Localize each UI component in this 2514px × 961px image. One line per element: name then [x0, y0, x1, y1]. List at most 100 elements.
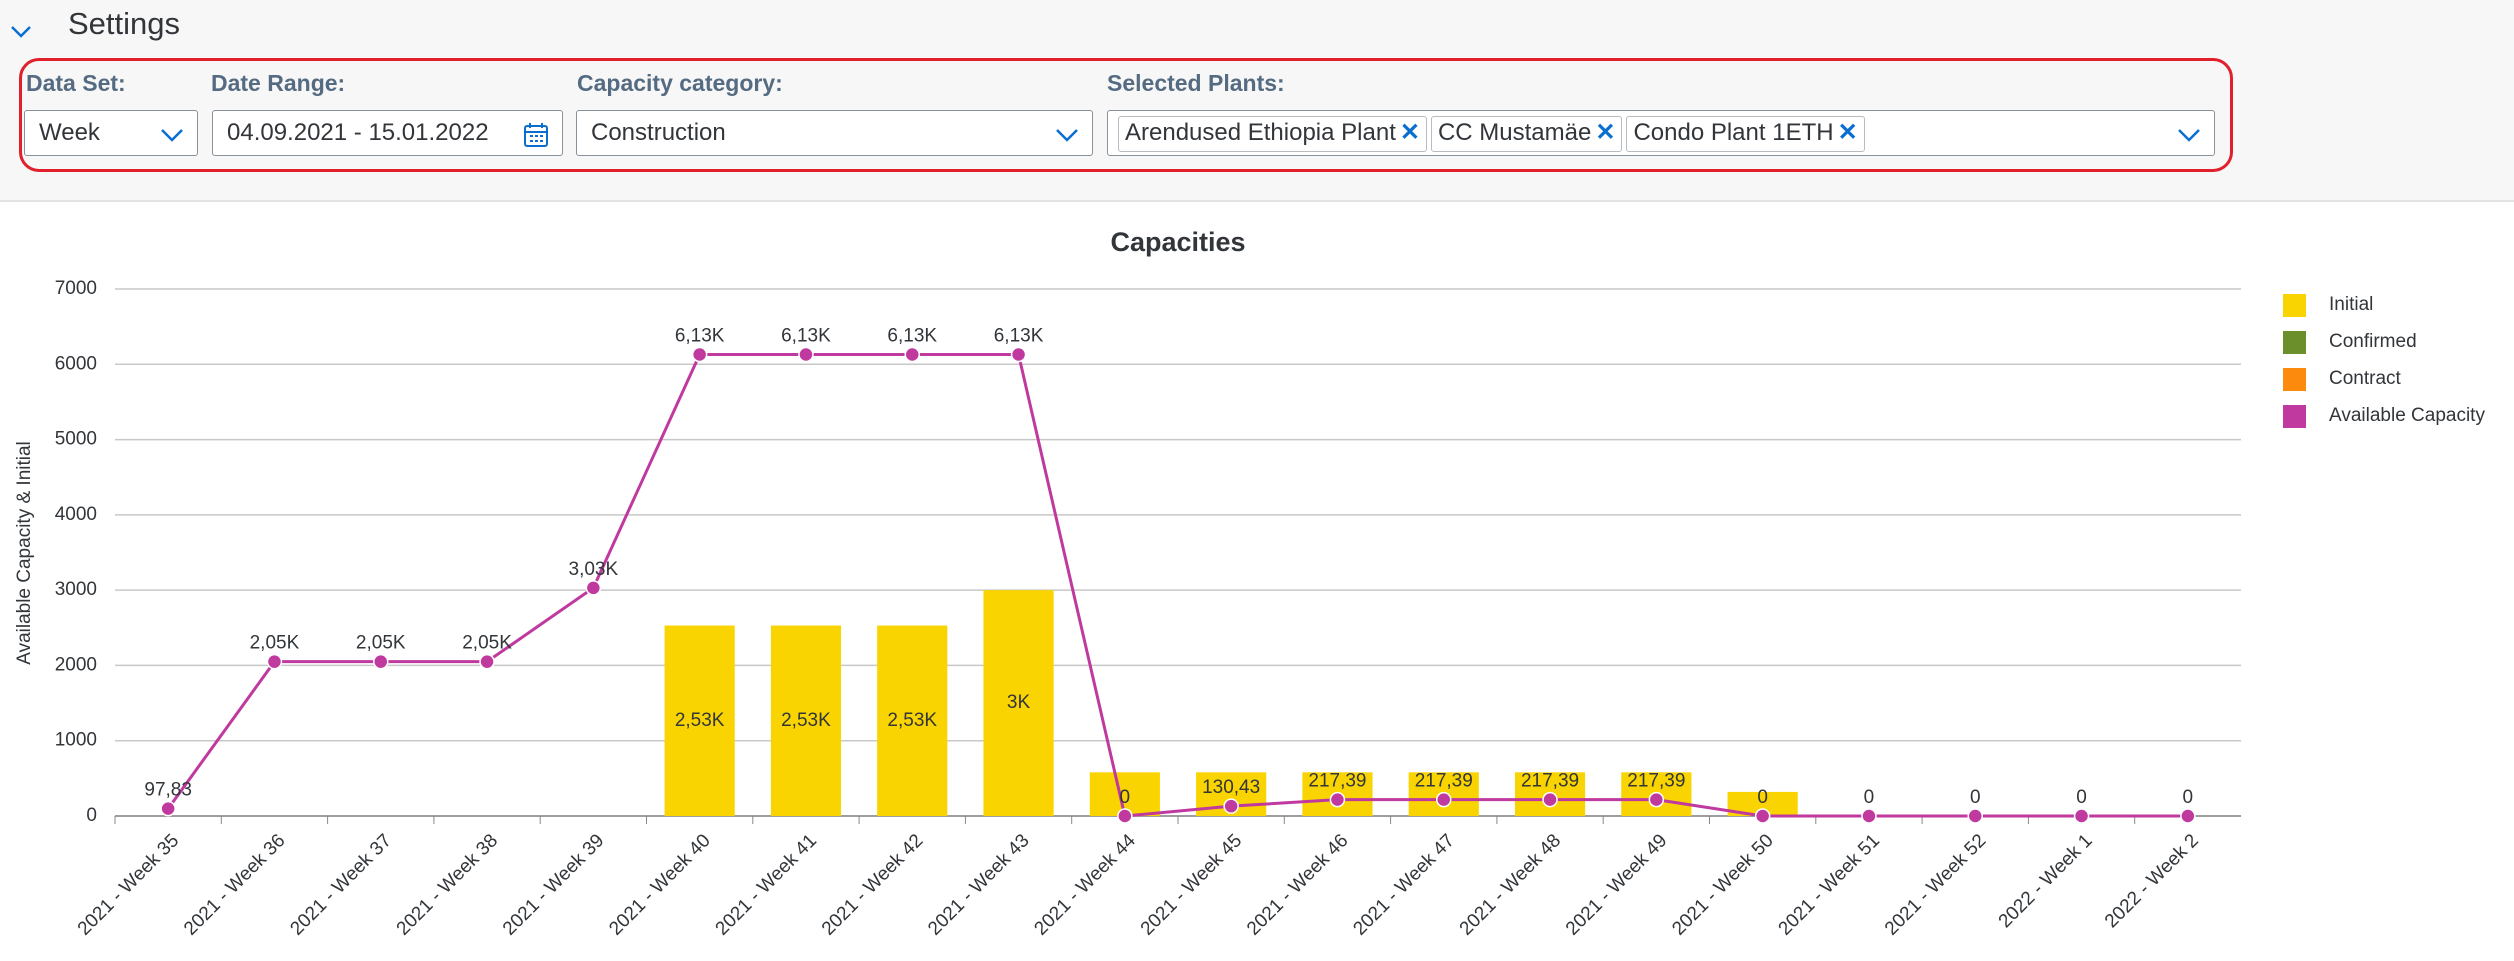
line-value-label: 0 — [1757, 787, 1768, 808]
dropdown-icon — [2178, 129, 2200, 142]
dropdown-icon — [1056, 129, 1078, 142]
bar-value-label: 2,53K — [887, 710, 937, 731]
line — [166, 352, 2188, 818]
token[interactable]: CC Mustamäe ✕ — [1430, 116, 1623, 152]
select-value: Week — [39, 119, 100, 146]
x-tick-label: 2021 - Week 51 — [1775, 830, 1884, 939]
line-value-label: 0 — [1120, 787, 1131, 808]
x-tick-label: 2021 - Week 43 — [924, 830, 1033, 939]
line-value-label: 6,13K — [781, 326, 831, 347]
line-value-label: 3,03K — [569, 559, 619, 580]
line-point — [1754, 808, 1771, 824]
date-range-input[interactable]: 04.09.2021 - 15.01.2022 — [212, 110, 563, 156]
line-point — [798, 346, 814, 363]
input-value: 04.09.2021 - 15.01.2022 — [227, 119, 489, 146]
plants-multiselect[interactable]: Arendused Ethiopia Plant ✕ CC Mustamäe ✕ Con… — [1107, 110, 2215, 156]
bar — [664, 625, 735, 816]
x-tick-label: 2022 - Week 2 — [2101, 830, 2203, 932]
line-value-label: 0 — [1864, 787, 1875, 808]
y-tick-label: 3000 — [55, 579, 97, 600]
line-point — [585, 580, 602, 596]
bar-value-label: 3K — [1007, 692, 1031, 713]
x-tick-label: 2021 - Week 39 — [499, 830, 608, 939]
x-tick-label: 2021 - Week 52 — [1881, 830, 1990, 939]
y-tick-label: 0 — [86, 805, 97, 826]
calendar-icon[interactable] — [522, 121, 550, 149]
line-value-label: 6,13K — [675, 326, 725, 347]
line-point — [1117, 808, 1133, 824]
line-value-label: 217,39 — [1521, 771, 1579, 792]
x-tick-label: 2021 - Week 49 — [1562, 830, 1671, 939]
token-text: Arendused Ethiopia Plant — [1125, 119, 1396, 146]
bar — [770, 625, 842, 816]
line-point — [1542, 791, 1558, 808]
line-point — [1861, 808, 1877, 824]
x-tick-label: 2021 - Week 41 — [712, 830, 821, 939]
filter-label: Data Set: — [26, 70, 126, 96]
x-tick-label: 2021 - Week 38 — [393, 830, 502, 939]
token[interactable]: Arendused Ethiopia Plant ✕ — [1118, 116, 1427, 152]
legend-label: Available Capacity — [2329, 405, 2485, 426]
dataset-select[interactable]: Week — [24, 110, 198, 156]
line-point — [373, 653, 389, 670]
collapse-icon[interactable] — [8, 18, 34, 44]
token-remove[interactable]: ✕ — [1837, 119, 1858, 146]
line-point — [1648, 791, 1665, 808]
x-tick-label: 2021 - Week 46 — [1243, 830, 1352, 939]
legend-swatch — [2283, 368, 2306, 391]
line-value-label: 217,39 — [1415, 771, 1473, 792]
legend-label: Confirmed — [2329, 331, 2417, 352]
legend-swatch — [2283, 294, 2306, 317]
x-tick-label: 2021 - Week 44 — [1030, 830, 1140, 940]
token-remove[interactable]: ✕ — [1595, 119, 1616, 146]
line-point — [1223, 798, 1239, 814]
line-value-label: 2,05K — [356, 633, 406, 654]
y-tick-label: 5000 — [55, 429, 97, 450]
token-text: CC Mustamäe — [1437, 119, 1592, 146]
line-value-label: 217,39 — [1308, 771, 1366, 792]
legend-label: Contract — [2329, 368, 2402, 389]
settings-panel: Settings Data Set: Date Range: Capacity … — [0, 0, 2514, 202]
line-value-label: 217,39 — [1627, 771, 1685, 792]
y-axis-label: Available Capacity & Initial — [14, 441, 35, 665]
token-text: Condo Plant 1ETH — [1633, 119, 1834, 146]
line-point — [2073, 808, 2090, 824]
select-value: Construction — [591, 119, 726, 146]
bar-value-label: 2,53K — [675, 710, 725, 731]
filter-label: Capacity category: — [577, 70, 783, 96]
x-tick-label: 2021 - Week 50 — [1668, 830, 1777, 939]
x-tick-label: 2021 - Week 47 — [1349, 830, 1458, 939]
x-tick-label: 2022 - Week 1 — [1995, 830, 2097, 932]
line-value-label: 130,43 — [1202, 777, 1260, 798]
token-remove[interactable]: ✕ — [1399, 119, 1420, 146]
x-tick-label: 2021 - Week 40 — [605, 830, 714, 939]
line-point — [1967, 808, 1983, 824]
settings-title: Settings — [68, 6, 181, 41]
bar — [877, 625, 948, 816]
line-value-label: 2,05K — [250, 633, 300, 654]
chart-title: Capacities — [1110, 227, 1245, 257]
line-point — [266, 653, 283, 670]
line-point — [691, 346, 708, 363]
y-tick-label: 6000 — [55, 353, 97, 374]
x-tick-label: 2021 - Week 37 — [286, 830, 395, 939]
line-point — [1329, 791, 1346, 808]
filter-highlight — [19, 58, 2233, 172]
y-tick-label: 2000 — [55, 654, 97, 675]
y-tick-label: 4000 — [55, 504, 97, 525]
x-tick-label: 2021 - Week 48 — [1456, 830, 1565, 939]
line-point — [160, 800, 176, 817]
line-point — [479, 653, 495, 670]
legend-swatch — [2283, 331, 2306, 354]
category-select[interactable]: Construction — [576, 110, 1093, 156]
token[interactable]: Condo Plant 1ETH ✕ — [1626, 116, 1865, 152]
filter-label: Date Range: — [211, 70, 346, 96]
line-point — [1010, 346, 1027, 363]
legend-swatch — [2283, 405, 2306, 428]
x-tick-label: 2021 - Week 45 — [1137, 830, 1246, 939]
x-tick-label: 2021 - Week 36 — [180, 830, 289, 939]
filter-label: Selected Plants: — [1107, 70, 1285, 96]
line-point — [904, 346, 920, 363]
line-value-label: 0 — [2076, 787, 2087, 808]
y-tick-label: 7000 — [55, 278, 97, 299]
